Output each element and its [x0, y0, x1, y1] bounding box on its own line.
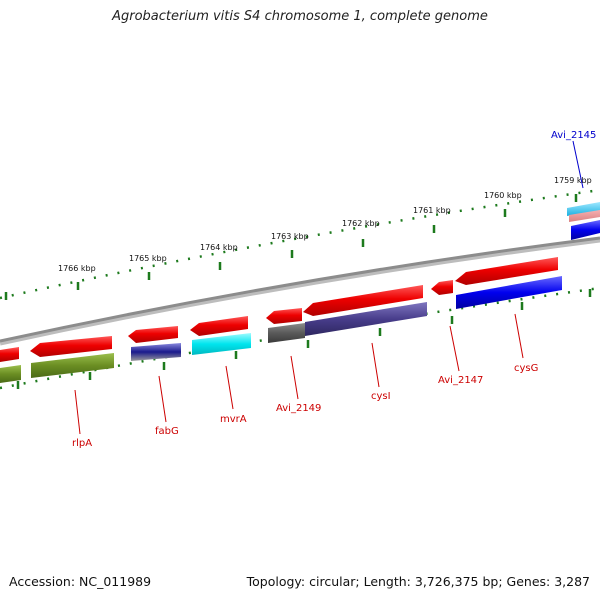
- tick-label: 1761 kbp: [413, 206, 451, 215]
- gene-labels: rlpA fabG mvrA Avi_2149 cysI Avi_2147 cy…: [72, 130, 596, 449]
- gene-label: Avi_2147: [438, 375, 483, 386]
- cds-track: [0, 257, 558, 362]
- leader-line-rlpA: [74, 389, 81, 435]
- inner-major-ticks: [16, 289, 592, 389]
- gene-label: cysI: [371, 391, 391, 402]
- leader-line-cysG: [514, 313, 524, 359]
- outer-tick-arc: [0, 188, 600, 300]
- major-ticks: [4, 194, 578, 300]
- map-title: Agrobacterium vitis S4 chromosome 1, com…: [112, 9, 488, 24]
- gene-label: Avi_2149: [276, 403, 321, 414]
- cog-feature-rlpA: [31, 353, 114, 378]
- gene-label: fabG: [155, 426, 179, 437]
- accession-text: Accession: NC_011989: [9, 574, 152, 589]
- cog-feature-cysG: [456, 276, 562, 309]
- cog-feature-fabG: [131, 343, 181, 361]
- leader-line-Avi-2145: [572, 140, 584, 189]
- cog-track: [0, 276, 562, 383]
- leader-lines: [74, 140, 584, 435]
- inner-tick-arc: [0, 286, 600, 390]
- leader-line-Avi-2147: [449, 325, 460, 372]
- cds-feature-fabG: [128, 326, 178, 343]
- leader-line-cysI: [371, 342, 380, 388]
- cog-feature-Avi-2149: [268, 323, 305, 343]
- cog-feature-cysI: [305, 302, 427, 336]
- cog-feature-mvrA: [192, 333, 251, 355]
- tick-labels: 1766 kbp 1765 kbp 1764 kbp 1763 kbp 1762…: [58, 176, 592, 273]
- feature-Avi-2145: [567, 202, 600, 216]
- gene-label: cysG: [514, 363, 538, 374]
- tick-label: 1765 kbp: [129, 254, 167, 263]
- cds-feature-Avi-2149: [266, 308, 302, 324]
- tick-label: 1762 kbp: [342, 219, 380, 228]
- leader-line-fabG: [158, 375, 167, 423]
- cds-feature-cysI: [303, 285, 423, 316]
- cds-feature-mvrA: [190, 316, 248, 336]
- feature-edge-blue: [571, 220, 600, 240]
- tick-label: 1764 kbp: [200, 243, 238, 252]
- edge-features: [567, 202, 600, 240]
- cds-feature-rlpA: [30, 336, 112, 357]
- tick-label: 1759 kbp: [554, 176, 592, 185]
- tick-label: 1763 kbp: [271, 232, 309, 241]
- feature-edge-pink: [569, 210, 600, 222]
- cds-feature-cysG: [455, 257, 558, 285]
- backbone: [0, 236, 600, 343]
- cds-feature-Avi-2147: [431, 280, 453, 295]
- cog-feature: [0, 365, 21, 383]
- gene-label: Avi_2145: [551, 130, 596, 141]
- genome-summary-text: Topology: circular; Length: 3,726,375 bp…: [246, 574, 590, 589]
- leader-line-Avi-2149: [290, 355, 299, 400]
- cds-feature: [0, 347, 19, 362]
- tick-label: 1760 kbp: [484, 191, 522, 200]
- gene-label: rlpA: [72, 438, 92, 449]
- gene-label: mvrA: [220, 414, 247, 425]
- tick-label: 1766 kbp: [58, 264, 96, 273]
- backbone-shadow: [0, 237, 600, 346]
- leader-line-mvrA: [225, 365, 234, 410]
